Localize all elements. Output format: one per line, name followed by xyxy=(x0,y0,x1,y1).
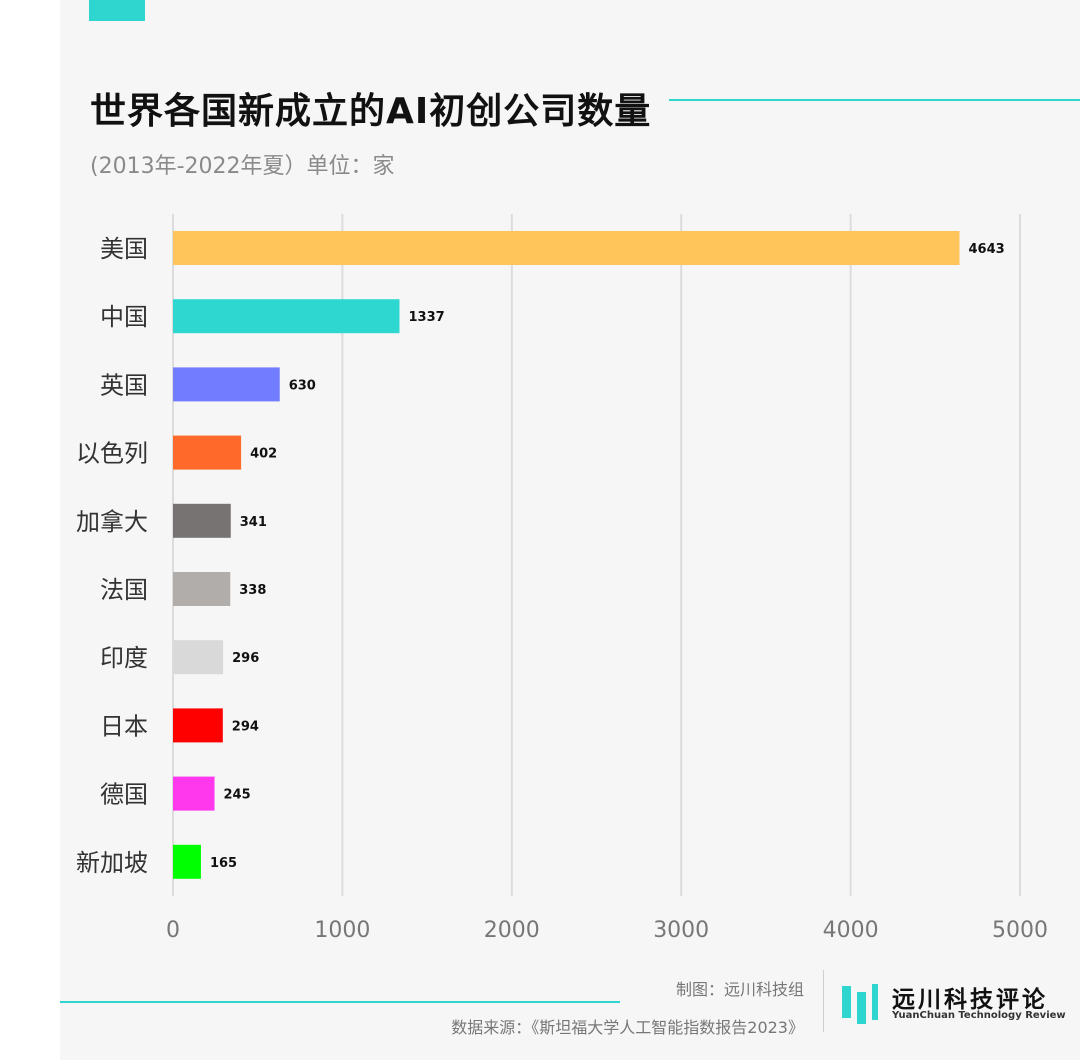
value-label: 296 xyxy=(232,651,259,666)
logo-subtitle: YuanChuan Technology Review xyxy=(892,1010,1066,1021)
value-label: 245 xyxy=(224,788,251,803)
logo-name: 远川科技评论 xyxy=(892,987,1048,1013)
accent-tab xyxy=(89,0,145,21)
x-tick-label: 2000 xyxy=(484,918,540,943)
value-label: 1337 xyxy=(408,310,444,325)
x-tick-label: 1000 xyxy=(314,918,370,943)
bar-3 xyxy=(173,435,242,470)
footer-divider xyxy=(823,970,824,1032)
chart-subtitle: (2013年-2022年夏）单位：家 xyxy=(90,154,395,179)
bar-8 xyxy=(173,776,215,811)
category-label: 法国 xyxy=(100,576,148,604)
credit-text: 制图：远川科技组 xyxy=(675,980,804,999)
bar-6 xyxy=(173,640,224,675)
x-tick-label: 4000 xyxy=(823,918,879,943)
category-label: 美国 xyxy=(100,235,148,263)
bars xyxy=(173,231,960,879)
title-accent-line xyxy=(669,99,1080,101)
value-label: 630 xyxy=(289,378,316,393)
x-tick-label: 5000 xyxy=(992,918,1048,943)
bar-0 xyxy=(173,231,960,265)
logo-mark-icon xyxy=(842,984,878,1024)
x-axis-ticks: 0 1000 2000 3000 4000 5000 xyxy=(166,918,1048,943)
bar-1 xyxy=(173,299,400,334)
bar-7 xyxy=(173,708,223,743)
category-label: 加拿大 xyxy=(76,508,148,536)
source-text: 数据来源：《斯坦福大学人工智能指数报告2023》 xyxy=(451,1018,804,1037)
bar-9 xyxy=(173,844,201,879)
category-label: 日本 xyxy=(100,712,148,740)
category-label: 英国 xyxy=(100,371,148,399)
x-tick-label: 0 xyxy=(166,918,180,943)
value-label: 402 xyxy=(250,447,277,462)
category-label: 中国 xyxy=(100,303,148,331)
bar-5 xyxy=(173,572,231,606)
category-label: 德国 xyxy=(100,781,148,809)
brand-logo: 远川科技评论 YuanChuan Technology Review xyxy=(840,978,1070,1028)
category-label: 印度 xyxy=(100,644,148,672)
value-label: 4643 xyxy=(969,242,1005,257)
category-label: 以色列 xyxy=(76,440,148,468)
value-labels: 4643 1337 630 402 341 338 296 294 245 165 xyxy=(210,242,1005,871)
bar-2 xyxy=(173,367,280,402)
chart-title: 世界各国新成立的AI初创公司数量 xyxy=(90,91,652,132)
category-label: 新加坡 xyxy=(76,849,148,877)
value-label: 338 xyxy=(239,583,266,598)
value-label: 294 xyxy=(232,719,259,734)
bar-4 xyxy=(173,503,231,538)
value-label: 341 xyxy=(240,515,267,530)
x-tick-label: 3000 xyxy=(653,918,709,943)
footer-accent-line xyxy=(60,1001,620,1003)
value-label: 165 xyxy=(210,856,237,871)
